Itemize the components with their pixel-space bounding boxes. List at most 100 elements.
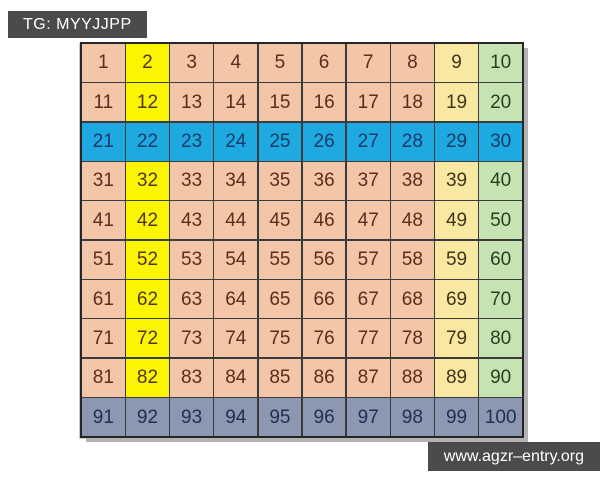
grid-cell-89: 89: [435, 358, 478, 397]
grid-cell-52: 52: [126, 240, 169, 279]
grid-cell-86: 86: [302, 358, 346, 397]
grid-cell-83: 83: [170, 358, 213, 397]
grid-cell-3: 3: [170, 44, 213, 82]
grid-cell-26: 26: [302, 122, 346, 161]
grid-cell-24: 24: [214, 122, 258, 161]
grid-cell-19: 19: [435, 83, 478, 122]
grid-cell-29: 29: [435, 122, 478, 161]
grid-cell-68: 68: [391, 280, 434, 318]
grid-cell-50: 50: [479, 201, 522, 240]
grid-cell-42: 42: [126, 201, 169, 240]
grid-cell-61: 61: [82, 280, 125, 318]
grid-cell-92: 92: [126, 398, 169, 436]
grid-cell-100: 100: [479, 398, 522, 436]
grid-cell-95: 95: [258, 398, 302, 436]
grid-cell-10: 10: [479, 44, 522, 82]
grid-cell-40: 40: [479, 162, 522, 200]
grid-cell-58: 58: [391, 240, 434, 279]
grid-cell-25: 25: [258, 122, 302, 161]
grid-cell-88: 88: [391, 358, 434, 397]
grid-cell-70: 70: [479, 280, 522, 318]
grid-cell-41: 41: [82, 201, 125, 240]
grid-cell-34: 34: [214, 162, 258, 200]
grid-cell-97: 97: [346, 398, 390, 436]
grid-cell-38: 38: [391, 162, 434, 200]
grid-cell-44: 44: [214, 201, 258, 240]
grid-cell-91: 91: [82, 398, 125, 436]
grid-cell-17: 17: [346, 83, 390, 122]
grid-cell-27: 27: [346, 122, 390, 161]
grid-cell-60: 60: [479, 240, 522, 279]
grid-cell-1: 1: [82, 44, 125, 82]
grid-cell-13: 13: [170, 83, 213, 122]
grid-cell-18: 18: [391, 83, 434, 122]
grid-cell-90: 90: [479, 358, 522, 397]
grid-cell-43: 43: [170, 201, 213, 240]
grid-cell-36: 36: [302, 162, 346, 200]
grid-cell-75: 75: [258, 319, 302, 358]
grid-cell-98: 98: [391, 398, 434, 436]
grid-cell-57: 57: [346, 240, 390, 279]
grid-cell-77: 77: [346, 319, 390, 358]
grid-cell-45: 45: [258, 201, 302, 240]
tag-label: TG: MYYJJPP: [23, 15, 132, 33]
grid-cell-15: 15: [258, 83, 302, 122]
grid-cell-20: 20: [479, 83, 522, 122]
grid-cell-79: 79: [435, 319, 478, 358]
grid-cell-37: 37: [346, 162, 390, 200]
grid-cell-69: 69: [435, 280, 478, 318]
grid-cell-46: 46: [302, 201, 346, 240]
hundred-chart-grid: 1 2 3 4 5 6 7 8 9 10 11 12 13 14 15 16 17 18 19 20 21 22 23 24 2…: [80, 42, 524, 438]
grid-cell-9: 9: [435, 44, 478, 82]
grid-cell-84: 84: [214, 358, 258, 397]
grid-cell-33: 33: [170, 162, 213, 200]
grid-cell-78: 78: [391, 319, 434, 358]
grid-cell-7: 7: [346, 44, 390, 82]
grid-cell-66: 66: [302, 280, 346, 318]
grid-cell-94: 94: [214, 398, 258, 436]
grid-cell-72: 72: [126, 319, 169, 358]
grid-cell-81: 81: [82, 358, 125, 397]
grid-cell-93: 93: [170, 398, 213, 436]
grid-cell-56: 56: [302, 240, 346, 279]
grid-cell-5: 5: [258, 44, 302, 82]
grid-cell-47: 47: [346, 201, 390, 240]
grid-cell-23: 23: [170, 122, 213, 161]
grid-cell-62: 62: [126, 280, 169, 318]
grid-cell-2: 2: [126, 44, 169, 82]
grid-cell-76: 76: [302, 319, 346, 358]
grid-cell-30: 30: [479, 122, 522, 161]
grid-cell-65: 65: [258, 280, 302, 318]
grid-cell-73: 73: [170, 319, 213, 358]
tag-overlay: TG: MYYJJPP: [8, 11, 147, 38]
grid-cell-22: 22: [126, 122, 169, 161]
grid-cell-4: 4: [214, 44, 258, 82]
grid-cell-51: 51: [82, 240, 125, 279]
url-overlay: www.agzr–entry.org: [427, 442, 600, 471]
grid-cell-67: 67: [346, 280, 390, 318]
grid-cell-74: 74: [214, 319, 258, 358]
grid-cell-87: 87: [346, 358, 390, 397]
grid-cell-82: 82: [126, 358, 169, 397]
grid-cell-99: 99: [435, 398, 478, 436]
grid-cell-32: 32: [126, 162, 169, 200]
grid-cell-35: 35: [258, 162, 302, 200]
grid-cell-16: 16: [302, 83, 346, 122]
grid-cell-39: 39: [435, 162, 478, 200]
grid-cell-31: 31: [82, 162, 125, 200]
grid-cell-14: 14: [214, 83, 258, 122]
grid-cell-8: 8: [391, 44, 434, 82]
grid-cell-28: 28: [391, 122, 434, 161]
grid-cell-85: 85: [258, 358, 302, 397]
grid-cell-80: 80: [479, 319, 522, 358]
grid-cell-71: 71: [82, 319, 125, 358]
url-label: www.agzr–entry.org: [443, 447, 584, 465]
grid-cell-53: 53: [170, 240, 213, 279]
grid-cell-21: 21: [82, 122, 125, 161]
grid-cell-96: 96: [302, 398, 346, 436]
grid-cell-12: 12: [126, 83, 169, 122]
grid-cell-59: 59: [435, 240, 478, 279]
grid-cell-49: 49: [435, 201, 478, 240]
grid-cell-63: 63: [170, 280, 213, 318]
